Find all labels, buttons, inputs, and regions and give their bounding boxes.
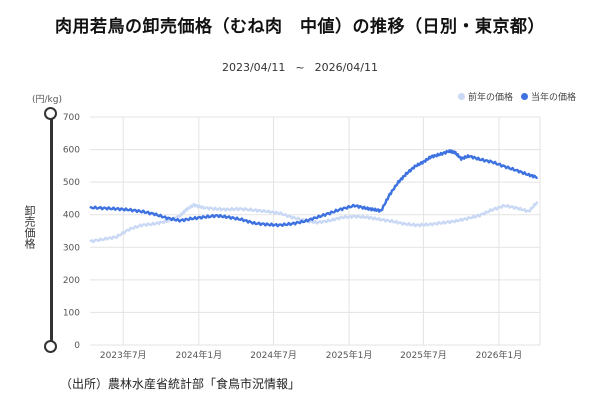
range-start: 2023/04/11 bbox=[221, 61, 286, 74]
y-tick-label: 700 bbox=[63, 113, 80, 123]
range-slider-bottom-handle[interactable] bbox=[44, 340, 57, 353]
range-separator: ~ bbox=[295, 61, 305, 74]
grid-layer bbox=[90, 116, 541, 346]
date-range: 2023/04/11 ~2026/04/11 bbox=[0, 61, 600, 74]
legend-item-previous[interactable]: 前年の価格 bbox=[457, 90, 513, 103]
series-line-current[interactable] bbox=[89, 148, 539, 228]
y-unit-label: (円/kg) bbox=[32, 95, 62, 105]
y-tick-label: 500 bbox=[63, 178, 80, 188]
tick-layer: 0 100 200 300 400 500 600 700 2023年7月 2024年1月 2024… bbox=[63, 113, 522, 361]
legend-label-current: 当年の価格 bbox=[530, 93, 576, 103]
chart-legend: 前年の価格 当年の価格 bbox=[457, 90, 576, 103]
legend-item-current[interactable]: 当年の価格 bbox=[520, 90, 576, 103]
y-tick-label: 100 bbox=[63, 308, 80, 318]
x-tick-label: 2026年1月 bbox=[476, 349, 523, 361]
y-tick-label: 0 bbox=[74, 341, 80, 351]
y-tick-label: 600 bbox=[63, 146, 80, 156]
source-note: （出所）農林水産省統計部「食鳥市況情報」 bbox=[60, 377, 301, 391]
y-axis-label: 卸売価格 bbox=[23, 205, 36, 249]
x-tick-label: 2023年7月 bbox=[100, 349, 147, 361]
chart-title: 肉用若鳥の卸売価格（むね肉 中値）の推移（日別・東京都） bbox=[55, 17, 545, 37]
series-layer bbox=[89, 148, 539, 244]
range-slider-top-handle[interactable] bbox=[44, 107, 57, 120]
y-tick-label: 200 bbox=[63, 276, 80, 286]
x-tick-label: 2025年7月 bbox=[400, 349, 447, 361]
range-end: 2026/04/11 bbox=[314, 61, 379, 74]
x-tick-label: 2024年7月 bbox=[250, 349, 297, 361]
range-slider-track[interactable] bbox=[50, 114, 53, 346]
legend-label-previous: 前年の価格 bbox=[467, 93, 513, 103]
y-tick-label: 400 bbox=[63, 211, 80, 221]
legend-dot-current bbox=[520, 93, 528, 100]
x-tick-label: 2024年1月 bbox=[175, 349, 222, 361]
series-line-previous[interactable] bbox=[89, 200, 539, 244]
legend-dot-previous bbox=[457, 93, 465, 100]
x-tick-label: 2025年1月 bbox=[326, 349, 373, 361]
y-tick-label: 300 bbox=[63, 243, 80, 253]
